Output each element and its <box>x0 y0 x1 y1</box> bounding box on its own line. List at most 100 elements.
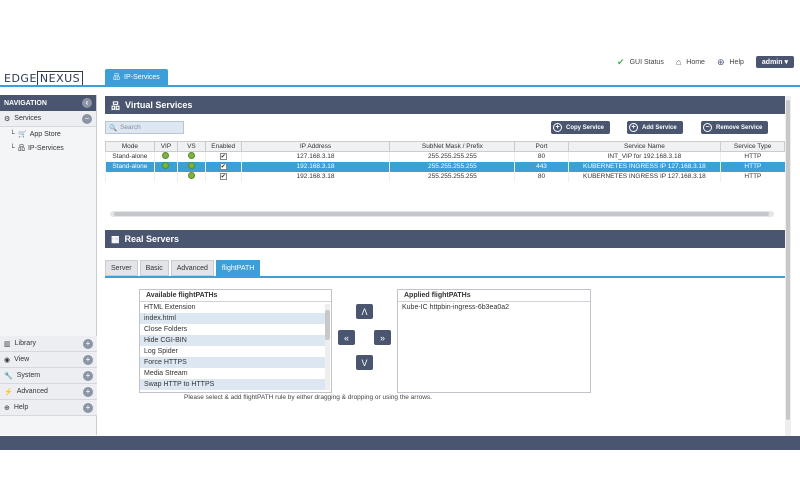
cell-name: KUBERNETES INGRESS IP 127.168.3.18 <box>567 171 721 182</box>
tab-basic[interactable]: Basic <box>139 260 169 276</box>
vs-status-icon <box>187 172 195 179</box>
sidebar-item-library[interactable]: ▥ Library + <box>0 336 97 352</box>
cell-vip <box>153 161 178 172</box>
copy-service-button[interactable]: + Copy Service <box>551 121 611 134</box>
enabled-checkbox[interactable]: ✔ <box>219 153 227 161</box>
cell-vs <box>177 171 206 182</box>
lifebuoy-icon: ⊕ <box>4 404 10 412</box>
move-left-button[interactable]: « <box>338 330 355 345</box>
collapse-sidebar-icon[interactable]: ‹ <box>82 98 92 108</box>
move-right-button[interactable]: » <box>374 330 391 345</box>
cell-ip: 127.168.3.18 <box>240 151 390 162</box>
wrench-icon: 🔧 <box>4 372 13 380</box>
sidebar-item-view[interactable]: ◉ View + <box>0 352 97 368</box>
cell-vs <box>177 161 206 172</box>
cell-mode <box>105 171 155 182</box>
sidebar: NAVIGATION ‹ ⚙ Services − └ 🛒 App Store └… <box>0 95 97 435</box>
sidebar-item-label: Library <box>14 340 37 347</box>
vs-status-icon <box>187 152 195 160</box>
cell-port: 443 <box>514 161 569 172</box>
tree-connector-icon: └ <box>10 130 15 138</box>
move-down-button[interactable]: V <box>356 355 373 370</box>
sidebar-item-advanced[interactable]: ⚡ Advanced + <box>0 384 97 400</box>
cell-vip <box>153 171 178 182</box>
list-item[interactable]: Media Stream <box>144 370 188 377</box>
column-header-enabled[interactable]: Enabled <box>204 141 242 152</box>
expand-icon[interactable]: + <box>83 370 93 381</box>
list-item[interactable]: HTML Extension <box>144 304 196 311</box>
cell-mask: 255.255.255.255 <box>389 151 515 162</box>
home-link[interactable]: ⌂ Home <box>676 57 705 67</box>
scrollbar-thumb[interactable] <box>786 100 790 420</box>
horizontal-scrollbar[interactable] <box>110 211 774 217</box>
gear-icon: ⚙ <box>4 115 11 123</box>
scrollbar-thumb[interactable] <box>114 212 769 216</box>
real-servers-header: ▦ Real Servers <box>105 230 785 248</box>
list-item[interactable]: Force HTTPS <box>140 357 325 368</box>
tab-flightpath[interactable]: flightPATH <box>215 260 261 276</box>
expand-icon[interactable]: + <box>83 386 93 397</box>
list-scrollbar[interactable] <box>325 304 330 390</box>
cell-type: HTTP <box>720 171 785 182</box>
list-scrollbar-thumb[interactable] <box>325 310 330 340</box>
column-header-vs[interactable]: VS <box>177 141 206 152</box>
column-header-service-name[interactable]: Service Name <box>567 141 722 152</box>
list-item[interactable]: Hide CGI-BIN <box>140 335 325 346</box>
navigation-title: NAVIGATION <box>4 99 47 107</box>
lightning-icon: ⚡ <box>4 388 13 396</box>
logo: EDGE NEXUS <box>4 71 84 86</box>
column-header-port[interactable]: Port <box>514 141 569 152</box>
help-link[interactable]: ⊕ Help <box>717 57 744 68</box>
sidebar-item-services[interactable]: ⚙ Services − <box>0 111 96 127</box>
cell-port: 80 <box>514 151 569 162</box>
column-header-service-type[interactable]: Service Type <box>720 141 785 152</box>
list-item[interactable]: Close Folders <box>144 326 188 333</box>
enabled-checkbox[interactable]: ✔ <box>219 163 227 170</box>
vertical-scrollbar[interactable] <box>785 96 791 436</box>
sidebar-item-help[interactable]: ⊕ Help + <box>0 400 97 416</box>
network-icon: 品 <box>111 100 121 111</box>
column-header-subnet-mask[interactable]: SubNet Mask / Prefix <box>389 141 516 152</box>
search-input[interactable]: 🔍 Search <box>105 121 184 134</box>
list-item[interactable]: index.html <box>140 313 325 324</box>
cell-mask: 255.255.255.255 <box>389 161 515 172</box>
column-header-mode[interactable]: Mode <box>105 141 155 152</box>
sidebar-item-system[interactable]: 🔧 System + <box>0 368 97 384</box>
expand-icon[interactable]: + <box>83 354 93 365</box>
add-service-button[interactable]: + Add Service <box>627 121 683 134</box>
sidebar-item-app-store[interactable]: └ 🛒 App Store <box>0 127 96 141</box>
available-flightpaths-title: Available flightPATHs <box>140 290 331 302</box>
virtual-services-title: Virtual Services <box>125 100 193 110</box>
column-header-ip-address[interactable]: IP Address <box>240 141 391 152</box>
search-icon: 🔍 <box>109 124 118 132</box>
table-row[interactable]: Stand-alone ✔ 127.168.3.18 255.255.255.255 8… <box>105 151 785 162</box>
sidebar-item-ip-services[interactable]: └ 品 IP-Services <box>0 141 96 155</box>
column-header-vip[interactable]: VIP <box>153 141 179 152</box>
server-icon: ▦ <box>111 233 120 244</box>
sidebar-item-label: Services <box>14 115 42 122</box>
network-icon: 品 <box>17 145 25 152</box>
network-icon: 品 <box>113 74 120 81</box>
expand-icon[interactable]: + <box>83 338 93 349</box>
remove-service-button[interactable]: − Remove Service <box>701 121 769 134</box>
status-check-icon: ✔ <box>617 56 625 67</box>
tab-advanced[interactable]: Advanced <box>170 260 214 276</box>
collapse-icon[interactable]: − <box>82 113 92 124</box>
list-item[interactable]: Swap HTTP to HTTPS <box>140 379 325 390</box>
cell-type: HTTP <box>720 151 785 162</box>
applied-flightpaths-list: Kube-IC httpbin-ingress-6b3ea0a2 <box>398 302 590 313</box>
expand-icon[interactable]: + <box>83 402 93 413</box>
list-item[interactable]: Log Spider <box>144 348 178 355</box>
user-menu-button[interactable]: admin ▾ <box>755 56 794 68</box>
tab-server[interactable]: Server <box>105 260 138 276</box>
table-row[interactable]: ✔ 192.168.3.18 255.255.255.255 80 KUBERNETES… <box>105 171 785 182</box>
sidebar-item-label: View <box>14 356 30 363</box>
page-tab-ip-services[interactable]: 品 IP-Services <box>105 69 168 85</box>
gui-status-link[interactable]: ✔ GUI Status <box>617 57 664 68</box>
enabled-checkbox[interactable]: ✔ <box>219 173 227 180</box>
move-up-button[interactable]: Λ <box>356 304 373 319</box>
tree-connector-icon: └ <box>10 144 15 152</box>
list-item[interactable]: Kube-IC httpbin-ingress-6b3ea0a2 <box>402 304 510 311</box>
table-row[interactable]: Stand-alone ✔ 192.168.3.18 255.255.255.255 4… <box>105 161 785 172</box>
sidebar-item-label: Help <box>13 404 29 411</box>
